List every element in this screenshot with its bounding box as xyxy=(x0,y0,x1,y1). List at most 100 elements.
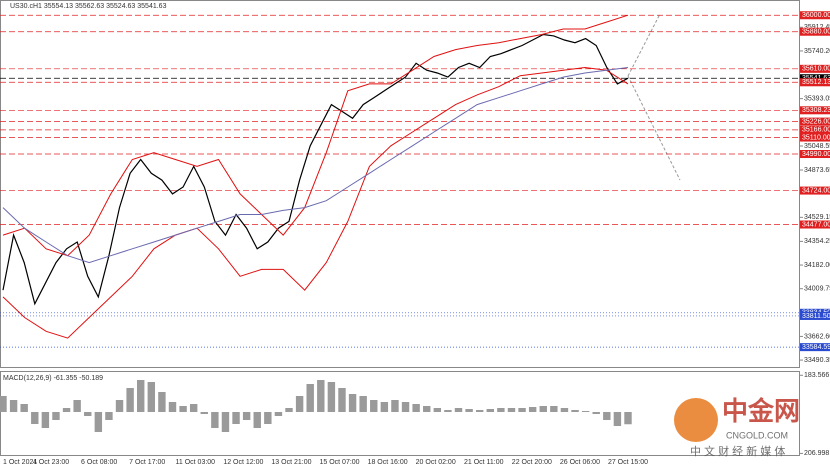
macd-panel xyxy=(0,371,800,456)
x-tick-label: 18 Oct 16:00 xyxy=(368,459,408,466)
macd-bar xyxy=(613,412,622,426)
level-box xyxy=(800,64,830,73)
level-label: 36000.00 xyxy=(802,12,830,19)
macd-bar xyxy=(253,412,261,428)
x-tick-label: 1 Oct 2021 xyxy=(3,459,37,466)
macd-bar xyxy=(497,408,505,412)
y-tick-label: 35393.05 xyxy=(804,95,830,102)
price-line xyxy=(2,67,629,264)
macd-bar xyxy=(475,410,484,412)
x-tick-label: 21 Oct 11:00 xyxy=(464,459,504,466)
chart-title: US30.cH1 35554.13 35562.63 35524.63 3554… xyxy=(10,3,167,10)
x-tick-label: 15 Oct 07:00 xyxy=(319,459,359,466)
level-box xyxy=(800,343,830,352)
macd-bar xyxy=(359,396,367,412)
level-box xyxy=(800,125,830,134)
level-label: 35110.00 xyxy=(802,134,830,141)
macd-bar xyxy=(158,392,166,412)
macd-bar xyxy=(274,412,283,416)
macd-bar xyxy=(391,400,399,412)
macd-bar xyxy=(242,412,251,420)
price-line xyxy=(2,66,629,339)
x-tick-label: 20 Oct 02:00 xyxy=(416,459,456,466)
x-tick-label: 6 Oct 08:00 xyxy=(81,459,117,466)
macd-bar xyxy=(560,408,569,412)
macd-bar xyxy=(285,408,293,412)
y-tick-label: 33662.60 xyxy=(804,333,830,340)
macd-bar xyxy=(168,402,177,412)
macd-bar xyxy=(433,408,442,412)
macd-bar xyxy=(550,406,558,412)
macd-bar xyxy=(507,408,516,412)
level-box xyxy=(800,78,830,87)
brand: 中金网 xyxy=(722,396,800,426)
logo xyxy=(674,398,718,442)
macd-bar xyxy=(147,382,156,412)
level-label: 35226.00 xyxy=(802,118,830,125)
macd-bar xyxy=(105,412,113,420)
y-tick-label: 35048.55 xyxy=(804,143,830,150)
level-box xyxy=(800,186,830,195)
level-box xyxy=(800,11,830,20)
y-tick-label: 34873.65 xyxy=(804,167,830,174)
level-box xyxy=(800,220,830,229)
macd-bar xyxy=(401,402,410,412)
macd-bar xyxy=(200,412,208,414)
macd-bar xyxy=(31,412,39,424)
x-tick-label: 12 Oct 12:00 xyxy=(223,459,263,466)
level-label: 34990.00 xyxy=(802,151,830,158)
y-tick-label: 33490.35 xyxy=(804,357,830,364)
macd-bar xyxy=(380,402,389,412)
level-label: 33811.50 xyxy=(802,313,830,320)
macd-bar xyxy=(486,409,494,412)
x-tick-label: 4 Oct 23:00 xyxy=(33,459,69,466)
watermark: 中金网 CNGOLD.COM 中 文 财 经 新 媒 体 xyxy=(674,396,800,458)
macd-bar xyxy=(41,412,50,428)
level-label: 33584.59 xyxy=(802,344,830,351)
macd-bar xyxy=(317,380,325,412)
macd-bar xyxy=(52,412,60,420)
macd-bar xyxy=(295,396,304,412)
macd-title: MACD(12,26,9) -61.355 -50.189 xyxy=(3,375,103,382)
macd-bar xyxy=(327,382,336,412)
macd-bar xyxy=(264,412,272,424)
macd-bar xyxy=(73,400,81,412)
level-label: 34477.00 xyxy=(802,221,830,228)
macd-bar xyxy=(528,407,537,412)
x-tick-label: 22 Oct 20:00 xyxy=(512,459,552,466)
x-tick-label: 27 Oct 15:00 xyxy=(608,459,648,466)
x-tick-label: 11 Oct 03:00 xyxy=(176,459,216,466)
macd-bar xyxy=(306,384,314,412)
projection xyxy=(627,13,681,181)
y-tick-label: 34529.15 xyxy=(804,214,830,221)
price-line xyxy=(2,14,629,257)
macd-bar xyxy=(624,412,632,425)
price-panel xyxy=(0,0,800,368)
macd-bar xyxy=(221,412,230,432)
macd-bar xyxy=(189,404,198,412)
x-tick-label: 7 Oct 17:00 xyxy=(129,459,165,466)
macd-bar xyxy=(581,411,590,412)
macd-bar xyxy=(423,406,431,412)
macd-bar xyxy=(465,409,473,412)
macd-bar xyxy=(338,388,346,412)
macd-bar xyxy=(84,412,92,416)
y-tick-label: 35912.45 xyxy=(804,24,830,31)
level-box xyxy=(800,74,830,83)
macd-bar xyxy=(94,412,103,432)
macd-bar xyxy=(232,412,240,424)
macd-bar xyxy=(592,412,600,414)
macd-bar xyxy=(571,410,579,412)
macd-bar xyxy=(454,408,463,412)
level-box xyxy=(800,117,830,126)
level-label: 35610.00 xyxy=(802,66,830,73)
macd-bar xyxy=(0,396,7,412)
macd-tick-label: 183.566 xyxy=(804,372,829,379)
arrow-down xyxy=(627,75,681,181)
level-box xyxy=(800,27,830,36)
macd-bar xyxy=(348,394,357,412)
macd-bar xyxy=(62,408,71,412)
level-label: 35880.00 xyxy=(802,29,830,36)
macd-bar xyxy=(20,404,28,412)
